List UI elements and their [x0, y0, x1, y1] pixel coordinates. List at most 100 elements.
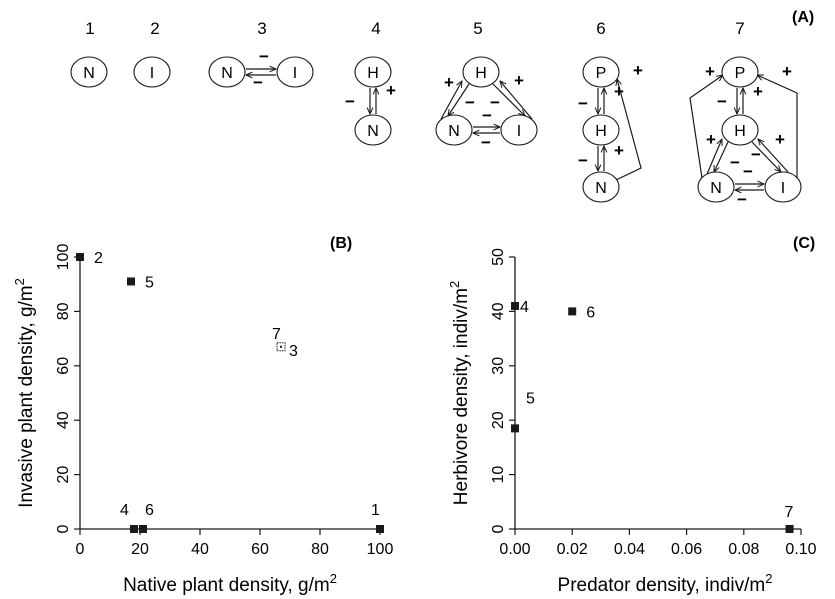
node-N-label: N [367, 123, 379, 140]
plus-sign: + [775, 130, 785, 149]
point-label-module-3: 3 [289, 343, 298, 360]
module-number: 3 [257, 19, 266, 38]
node-I-circle [500, 114, 538, 146]
y-tick-label: 0 [55, 524, 72, 533]
node-H-circle [721, 114, 759, 146]
x-tick-label: 0.02 [557, 541, 588, 558]
plus-sign: + [633, 61, 643, 80]
minus-sign: − [751, 145, 761, 164]
point-label-module-6: 6 [586, 304, 595, 321]
herbivory-up-arrow [758, 139, 789, 173]
minus-sign: − [259, 47, 269, 66]
data-point-module-5 [127, 277, 135, 286]
y-tick-label: 100 [55, 244, 72, 271]
panel-b-y-axis-title: Invasive plant density, g/m2 [12, 278, 37, 508]
omnivory-native-arrow [689, 75, 723, 179]
node-P-circle [721, 56, 759, 88]
module-number: 6 [596, 19, 605, 38]
module-6: 6 − + − + + P H N [578, 19, 643, 203]
panel-c-x-axis-title: Predator density, indiv/m2 [558, 571, 773, 596]
node-I-label: I [150, 65, 154, 82]
node-H-circle [462, 56, 500, 88]
minus-sign: − [481, 133, 491, 152]
y-tick-label: 50 [490, 248, 507, 266]
plus-sign: + [614, 141, 624, 160]
module-number: 7 [735, 19, 744, 38]
herbivory-down-arrow [448, 83, 470, 116]
point-label-module-7: 7 [785, 504, 794, 521]
data-point-module-6 [139, 525, 147, 533]
data-point-module-3 [280, 345, 282, 348]
minus-sign: − [253, 73, 263, 92]
node-P-label: P [735, 65, 746, 82]
node-I-label: I [781, 180, 785, 197]
plus-sign: + [614, 82, 624, 101]
x-tick-label: 0 [76, 541, 85, 558]
node-N-circle [70, 56, 108, 88]
module-number: 5 [473, 19, 482, 38]
plus-sign: + [705, 62, 715, 81]
x-tick-label: 100 [367, 541, 394, 558]
module-number: 4 [371, 19, 380, 38]
minus-sign: − [743, 162, 753, 181]
omnivory-arrow [616, 79, 642, 181]
node-I-circle [764, 171, 802, 203]
data-point-module-4 [511, 301, 519, 310]
herbivory-down-arrow [492, 83, 525, 116]
herbivory-up-arrow [706, 139, 722, 175]
minus-sign: − [490, 93, 500, 112]
herbivory-down-arrow [751, 141, 781, 172]
y-tick-label: 40 [490, 302, 507, 320]
module-4: 4 − + H N [345, 19, 396, 146]
panel-b-x-axis-title: Native plant density, g/m2 [123, 571, 337, 596]
herbivory-down-arrow [713, 141, 729, 172]
y-tick-label: 80 [55, 302, 72, 320]
node-H-circle [582, 114, 620, 146]
point-label-module-6: 6 [145, 502, 154, 519]
node-P-label: P [596, 65, 607, 82]
node-N-circle [697, 171, 735, 203]
node-N-label: N [448, 123, 460, 140]
node-I-circle [276, 56, 314, 88]
y-tick-label: 30 [490, 357, 507, 375]
x-tick-label: 60 [251, 541, 269, 558]
x-tick-label: 40 [191, 541, 209, 558]
module-7: 7+ +−++ +− −−−PHN I [689, 19, 802, 209]
y-tick-label: 40 [55, 411, 72, 429]
point-label-module-5: 5 [526, 390, 535, 407]
minus-sign: − [578, 151, 588, 170]
data-point-module-5 [511, 424, 519, 433]
omnivory-invasive-arrow [757, 74, 798, 178]
data-point-module-6 [568, 307, 577, 316]
node-N-circle [354, 114, 392, 146]
node-I-circle [133, 56, 171, 88]
y-tick-label: 10 [490, 466, 507, 484]
data-point-module-2 [76, 253, 84, 261]
point-label-module-2: 2 [94, 250, 103, 267]
data-point-module-7 [785, 525, 794, 533]
point-label-module-1: 1 [371, 502, 380, 519]
minus-sign: − [465, 93, 475, 112]
x-tick-label: 0.08 [728, 541, 759, 558]
x-tick-label: 0.06 [671, 541, 702, 558]
plus-sign: + [706, 130, 716, 149]
node-H-label: H [475, 65, 487, 82]
module-2: 2I [133, 19, 171, 88]
data-point-module-4 [130, 525, 138, 533]
module-3: 3 − − N I [208, 19, 314, 92]
module-1: 1N [70, 19, 108, 88]
module-number: 2 [150, 19, 159, 38]
point-label-module-5: 5 [145, 274, 154, 291]
node-H-label: H [734, 123, 746, 140]
x-tick-label: 20 [131, 541, 149, 558]
y-tick-label: 20 [490, 411, 507, 429]
node-P-circle [582, 56, 620, 88]
plus-sign: + [444, 73, 454, 92]
plus-sign: + [514, 71, 524, 90]
node-I-label: I [293, 65, 297, 82]
node-N-circle [208, 56, 246, 88]
node-N-label: N [221, 65, 233, 82]
herbivory-up-arrow [500, 81, 533, 120]
node-N-circle [435, 114, 473, 146]
